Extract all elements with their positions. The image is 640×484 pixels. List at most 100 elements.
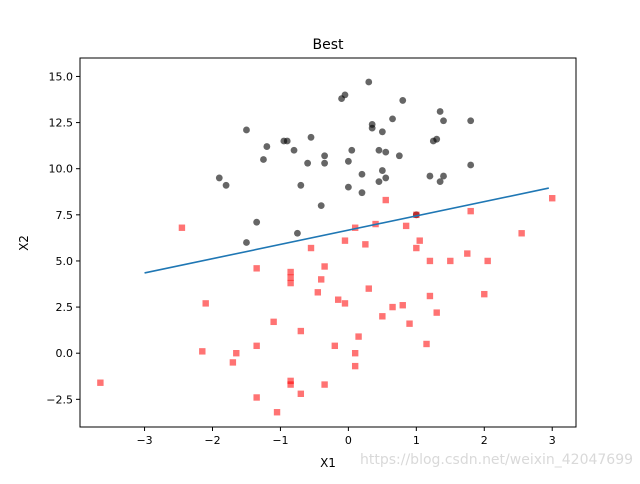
class0-point [375, 146, 383, 154]
class1-point [467, 207, 474, 215]
class1-point [202, 300, 209, 307]
watermark: https://blog.csdn.net/weixin_42047699 [360, 452, 634, 468]
class1-point [413, 211, 420, 219]
class1-point [331, 342, 338, 350]
class1-point [314, 289, 322, 296]
class1-point [481, 290, 488, 298]
class1-point [406, 320, 413, 327]
class0-point [348, 146, 356, 154]
class1-point [362, 241, 369, 248]
class1-point [229, 359, 237, 366]
y-tick-label: 15.0 [49, 70, 74, 83]
class0-point [436, 108, 444, 115]
class1-point [287, 377, 294, 385]
class0-point [389, 115, 396, 123]
class0-point [399, 97, 407, 104]
class0-point [253, 218, 261, 226]
class0-point [297, 181, 305, 189]
chart-title: Best [312, 37, 344, 53]
class1-point [341, 237, 349, 244]
class1-point [351, 350, 359, 357]
class0-point [243, 126, 250, 134]
class1-point [365, 285, 372, 292]
class0-point [307, 133, 315, 141]
y-tick-label: −2.5 [46, 393, 73, 406]
class0-point [378, 128, 386, 136]
class0-point [304, 159, 312, 167]
class1-point [287, 279, 294, 287]
decision-boundary-line [144, 187, 549, 274]
class0-point [290, 146, 298, 154]
class0-point [375, 178, 383, 186]
class0-point [358, 189, 366, 197]
x-tick-label: 3 [549, 434, 556, 447]
class1-point [307, 244, 315, 252]
class0-point [368, 124, 376, 132]
x-tick-label: −1 [272, 434, 288, 447]
y-tick-label: 7.5 [56, 209, 74, 222]
class1-point [402, 222, 410, 230]
x-tick-label: 2 [481, 434, 488, 447]
class0-point [382, 148, 390, 156]
class1-point [379, 313, 386, 320]
class1-point [426, 257, 434, 265]
y-tick-label: 5.0 [56, 255, 74, 268]
class1-point [464, 250, 471, 257]
class1-point [334, 296, 342, 303]
x-tick-label: −2 [204, 434, 220, 447]
class0-point [365, 78, 373, 86]
class1-point [399, 302, 406, 309]
class1-point [341, 300, 349, 307]
class1-point [447, 257, 454, 265]
class1-point [416, 237, 423, 244]
class0-point [263, 143, 271, 150]
class0-point [260, 156, 267, 163]
y-tick-label: 12.5 [49, 117, 74, 130]
class1-point [423, 340, 430, 348]
class0-point [467, 161, 475, 169]
class0-point [436, 178, 444, 186]
y-tick-label: 10.0 [49, 163, 74, 176]
class0-point [358, 170, 366, 178]
class1-point [518, 230, 525, 237]
class1-point [233, 350, 240, 357]
class1-point [297, 390, 305, 397]
class0-point [395, 152, 403, 160]
class1-point [321, 381, 328, 388]
class0-point [426, 172, 434, 180]
class0-point [433, 135, 441, 143]
class1-point [287, 381, 294, 388]
class0-point [440, 117, 447, 125]
x-tick-label: 0 [345, 434, 352, 447]
class0-point [283, 137, 291, 145]
x-tick-label: 1 [413, 434, 420, 447]
class1-point [273, 409, 281, 416]
class1-point [270, 318, 277, 326]
class0-point [215, 174, 223, 182]
class0-point [321, 152, 329, 160]
class1-point [97, 379, 104, 386]
class1-point [433, 309, 440, 316]
class1-point [178, 224, 186, 231]
x-axis-label: X1 [320, 456, 336, 470]
class0-point [467, 117, 475, 125]
class0-point [378, 167, 386, 174]
class1-point [318, 276, 325, 283]
class1-point [413, 244, 420, 252]
class0-point [338, 95, 345, 102]
class0-point [317, 202, 325, 210]
class0-point [440, 172, 447, 180]
class1-point [287, 274, 294, 281]
class0-point [321, 159, 329, 167]
class1-point [389, 303, 396, 311]
class1-point [549, 195, 556, 202]
y-tick-label: 2.5 [56, 301, 74, 314]
class1-point [426, 292, 434, 300]
class1-point [297, 327, 305, 335]
y-axis-label: X2 [17, 235, 31, 251]
class0-point [344, 183, 352, 191]
class1-point [253, 394, 260, 401]
class1-point [199, 348, 206, 355]
